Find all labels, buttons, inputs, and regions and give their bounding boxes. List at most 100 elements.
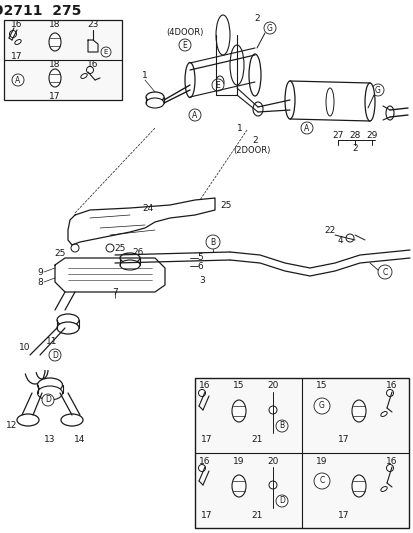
Text: 17: 17 <box>49 92 61 101</box>
Circle shape <box>313 398 329 414</box>
Text: 8: 8 <box>37 278 43 287</box>
Text: 18: 18 <box>49 60 61 69</box>
Text: 1: 1 <box>237 124 242 133</box>
Text: 7: 7 <box>112 287 118 296</box>
Circle shape <box>386 390 392 397</box>
Text: 19: 19 <box>316 456 327 465</box>
Ellipse shape <box>120 260 140 270</box>
Ellipse shape <box>17 414 39 426</box>
Ellipse shape <box>380 487 386 491</box>
Text: 17: 17 <box>337 511 349 520</box>
Ellipse shape <box>351 475 365 497</box>
Text: 19: 19 <box>233 456 244 465</box>
Ellipse shape <box>15 39 21 44</box>
Text: 17: 17 <box>201 511 212 520</box>
Text: 22: 22 <box>324 225 335 235</box>
Ellipse shape <box>38 378 62 392</box>
Text: B: B <box>279 422 284 431</box>
Ellipse shape <box>81 74 87 78</box>
Text: 16: 16 <box>199 382 210 391</box>
Text: 17: 17 <box>11 52 23 61</box>
Text: 20: 20 <box>267 382 278 391</box>
Text: 2: 2 <box>351 143 357 152</box>
Text: G: G <box>318 401 324 410</box>
Ellipse shape <box>216 15 230 55</box>
Ellipse shape <box>385 106 393 120</box>
Text: E: E <box>215 80 220 90</box>
Circle shape <box>49 349 61 361</box>
Text: 16: 16 <box>11 20 23 28</box>
Text: 16: 16 <box>199 456 210 465</box>
Circle shape <box>211 79 223 91</box>
Ellipse shape <box>248 54 260 96</box>
Text: 12: 12 <box>6 421 18 430</box>
Ellipse shape <box>57 314 79 326</box>
Circle shape <box>268 481 276 489</box>
Circle shape <box>12 74 24 86</box>
Circle shape <box>206 235 219 249</box>
Ellipse shape <box>380 411 386 416</box>
Text: 2: 2 <box>252 135 257 144</box>
Text: E: E <box>104 49 108 55</box>
Ellipse shape <box>146 98 164 108</box>
Text: 2: 2 <box>254 13 259 22</box>
Ellipse shape <box>252 102 262 116</box>
Bar <box>195 378 408 528</box>
Text: 25: 25 <box>114 244 126 253</box>
Circle shape <box>198 390 205 397</box>
Text: 15: 15 <box>316 382 327 391</box>
Text: B: B <box>210 238 215 246</box>
Text: 24: 24 <box>142 204 153 213</box>
Text: D: D <box>45 395 51 405</box>
Circle shape <box>71 244 79 252</box>
Text: D: D <box>52 351 58 359</box>
Ellipse shape <box>120 253 140 263</box>
Circle shape <box>268 406 276 414</box>
Text: 25: 25 <box>220 200 231 209</box>
Circle shape <box>313 473 329 489</box>
Text: 6: 6 <box>197 262 202 271</box>
Circle shape <box>86 67 93 74</box>
Text: 10: 10 <box>19 343 31 352</box>
Text: 5: 5 <box>197 253 202 262</box>
Ellipse shape <box>216 76 223 88</box>
Text: E: E <box>182 41 187 50</box>
Circle shape <box>275 495 287 507</box>
Text: 27: 27 <box>332 131 343 140</box>
Text: 16: 16 <box>385 382 397 391</box>
Circle shape <box>9 30 17 37</box>
Ellipse shape <box>146 92 164 102</box>
Circle shape <box>386 464 392 472</box>
Text: 16: 16 <box>87 60 99 69</box>
Circle shape <box>189 109 201 121</box>
Text: G: G <box>374 85 380 94</box>
Text: 28: 28 <box>349 131 360 140</box>
Circle shape <box>371 84 383 96</box>
Text: 14: 14 <box>74 435 85 445</box>
Ellipse shape <box>231 475 245 497</box>
Ellipse shape <box>364 83 374 121</box>
Circle shape <box>42 394 54 406</box>
Text: 26: 26 <box>132 247 143 256</box>
Circle shape <box>101 47 111 57</box>
Text: (2DOOR): (2DOOR) <box>233 146 270 155</box>
Circle shape <box>275 420 287 432</box>
Circle shape <box>377 265 391 279</box>
Text: 21: 21 <box>251 435 262 445</box>
Text: 3: 3 <box>199 276 204 285</box>
Bar <box>4 20 122 100</box>
Text: 15: 15 <box>233 382 244 391</box>
Circle shape <box>345 234 353 242</box>
Text: 92711  275: 92711 275 <box>0 4 81 18</box>
Ellipse shape <box>38 386 62 400</box>
Ellipse shape <box>325 88 333 116</box>
Text: C: C <box>318 477 324 486</box>
Text: 16: 16 <box>385 456 397 465</box>
Text: 13: 13 <box>44 435 56 445</box>
Text: (4DOOR): (4DOOR) <box>166 28 203 36</box>
Text: 9: 9 <box>37 268 43 277</box>
Text: D: D <box>278 497 284 505</box>
Ellipse shape <box>230 45 243 85</box>
Text: C: C <box>382 268 387 277</box>
Text: 17: 17 <box>337 435 349 445</box>
